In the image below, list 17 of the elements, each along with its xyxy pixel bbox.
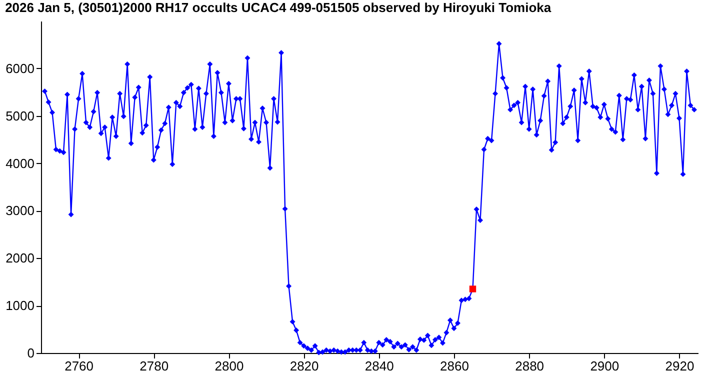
- x-tick-label: 2820: [290, 358, 319, 374]
- x-tick-label: 2760: [64, 358, 94, 374]
- y-tick-label: 1000: [6, 298, 34, 314]
- y-tick-label: 6000: [6, 60, 34, 76]
- chart-title: 2026 Jan 5, (30501)2000 RH17 occults UCAC4 499-051505 observed by Hiroyuki Tomioka: [5, 0, 552, 15]
- x-tick-label: 2860: [440, 358, 469, 374]
- y-tick-label: 3000: [6, 203, 34, 218]
- y-tick-label: 0: [27, 346, 34, 360]
- y-tick-label: 2000: [6, 250, 34, 266]
- y-tick-label: 5000: [6, 108, 34, 124]
- x-tick-label: 2840: [364, 358, 394, 374]
- x-tick-label: 2900: [590, 358, 620, 374]
- x-tick-label: 2920: [665, 358, 694, 374]
- x-tick-label: 2880: [515, 358, 544, 374]
- x-tick-label: 2780: [140, 358, 169, 374]
- y-tick-label: 4000: [6, 156, 34, 171]
- x-tick-label: 2800: [214, 358, 244, 374]
